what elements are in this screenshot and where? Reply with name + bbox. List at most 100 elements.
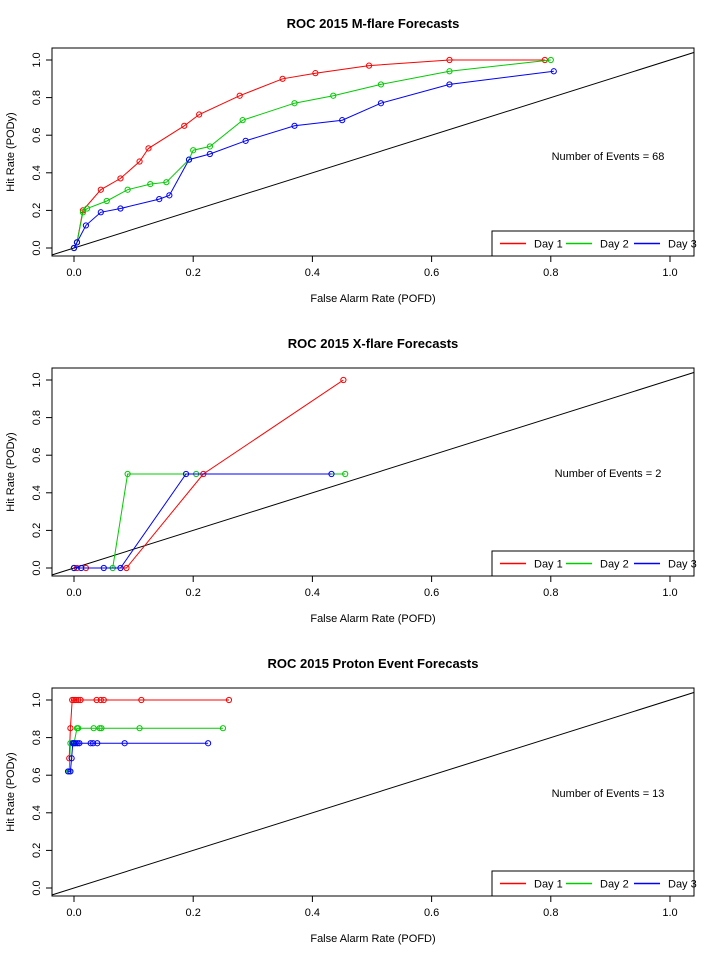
legend-label: Day 2 bbox=[600, 879, 629, 891]
y-axis-label: Hit Rate (PODy) bbox=[5, 752, 17, 831]
y-tick-label: 0.2 bbox=[31, 843, 43, 858]
x-tick-label: 1.0 bbox=[662, 907, 677, 919]
legend-label: Day 1 bbox=[534, 879, 563, 891]
x-tick-label: 0.6 bbox=[424, 267, 439, 279]
data-point bbox=[67, 768, 74, 775]
data-point bbox=[225, 696, 233, 704]
chart-title: ROC 2015 X-flare Forecasts bbox=[288, 336, 459, 351]
data-point bbox=[70, 696, 78, 704]
data-point bbox=[82, 222, 90, 229]
data-point bbox=[124, 186, 131, 193]
data-point bbox=[84, 205, 91, 212]
y-tick-label: 0.6 bbox=[31, 128, 43, 143]
data-point bbox=[117, 175, 124, 182]
x-tick-label: 0.8 bbox=[543, 267, 558, 279]
data-point bbox=[123, 564, 130, 572]
data-point bbox=[377, 81, 385, 88]
x-tick-label: 0.8 bbox=[543, 587, 558, 599]
x-tick-label: 0.4 bbox=[305, 587, 320, 599]
data-point bbox=[96, 725, 103, 732]
data-point bbox=[64, 768, 72, 775]
data-point bbox=[328, 470, 335, 478]
x-tick-label: 0.2 bbox=[186, 587, 201, 599]
y-tick-label: 0.0 bbox=[31, 240, 43, 255]
x-tick-label: 0.2 bbox=[186, 907, 201, 919]
data-point bbox=[166, 192, 173, 199]
data-point bbox=[190, 147, 197, 154]
series-line-day-3 bbox=[74, 473, 332, 569]
y-tick-label: 0.2 bbox=[31, 203, 43, 218]
events-annotation: Number of Events = 68 bbox=[552, 151, 665, 163]
data-point bbox=[70, 244, 78, 252]
data-point bbox=[77, 696, 84, 704]
data-point bbox=[97, 209, 104, 216]
y-tick-label: 1.0 bbox=[31, 692, 43, 707]
x-tick-label: 0.2 bbox=[186, 267, 201, 279]
x-axis-label: False Alarm Rate (POFD) bbox=[310, 613, 435, 625]
series-line-day-2 bbox=[74, 473, 346, 569]
legend-label: Day 2 bbox=[600, 559, 629, 571]
y-tick-label: 0.8 bbox=[31, 410, 43, 425]
data-point bbox=[446, 81, 453, 88]
data-point bbox=[342, 470, 349, 478]
events-annotation: Number of Events = 13 bbox=[552, 788, 665, 800]
data-point bbox=[239, 117, 246, 124]
data-point bbox=[219, 725, 227, 732]
data-point bbox=[98, 725, 105, 732]
x-tick-label: 0.0 bbox=[66, 587, 81, 599]
data-point bbox=[446, 68, 453, 75]
x-tick-label: 0.0 bbox=[66, 267, 81, 279]
data-point bbox=[78, 564, 85, 572]
data-point bbox=[138, 696, 145, 704]
data-point bbox=[156, 196, 163, 203]
data-point bbox=[242, 137, 249, 144]
data-point bbox=[72, 740, 79, 747]
y-tick-label: 0.0 bbox=[31, 880, 43, 895]
series-line-day-2 bbox=[68, 727, 223, 772]
y-tick-label: 1.0 bbox=[31, 52, 43, 67]
x-axis-label: False Alarm Rate (POFD) bbox=[310, 293, 435, 305]
y-tick-label: 0.8 bbox=[31, 90, 43, 105]
y-tick-label: 0.6 bbox=[31, 448, 43, 463]
legend-label: Day 1 bbox=[534, 559, 563, 571]
diagonal-line bbox=[52, 691, 694, 896]
data-point bbox=[446, 56, 453, 64]
data-point bbox=[117, 205, 124, 212]
x-tick-label: 0.8 bbox=[543, 907, 558, 919]
events-annotation: Number of Events = 2 bbox=[555, 468, 662, 480]
data-point bbox=[196, 111, 203, 118]
data-point bbox=[377, 100, 385, 107]
data-point bbox=[69, 696, 76, 704]
data-point bbox=[206, 150, 213, 158]
data-point bbox=[87, 740, 94, 747]
data-point bbox=[330, 92, 337, 99]
y-tick-label: 0.4 bbox=[31, 165, 43, 180]
data-point bbox=[97, 186, 104, 193]
data-point bbox=[185, 156, 193, 163]
data-point bbox=[124, 470, 131, 478]
data-point bbox=[136, 158, 143, 165]
data-point bbox=[121, 740, 128, 747]
y-tick-label: 0.8 bbox=[31, 730, 43, 745]
x-tick-label: 0.6 bbox=[424, 587, 439, 599]
plot-frame bbox=[51, 367, 695, 577]
data-point bbox=[206, 143, 213, 150]
data-point bbox=[550, 68, 557, 75]
data-point bbox=[145, 145, 152, 152]
legend-label: Day 3 bbox=[668, 879, 697, 891]
data-point bbox=[136, 725, 143, 732]
diagonal-line bbox=[52, 51, 694, 256]
data-point bbox=[291, 122, 298, 129]
data-point bbox=[181, 122, 188, 129]
data-point bbox=[117, 564, 124, 572]
data-point bbox=[312, 70, 319, 77]
data-point bbox=[279, 75, 286, 82]
data-point bbox=[340, 376, 347, 384]
data-point bbox=[291, 100, 298, 107]
y-tick-label: 0.4 bbox=[31, 485, 43, 500]
data-point bbox=[163, 179, 170, 186]
data-point bbox=[147, 180, 154, 188]
legend-label: Day 3 bbox=[668, 239, 697, 251]
